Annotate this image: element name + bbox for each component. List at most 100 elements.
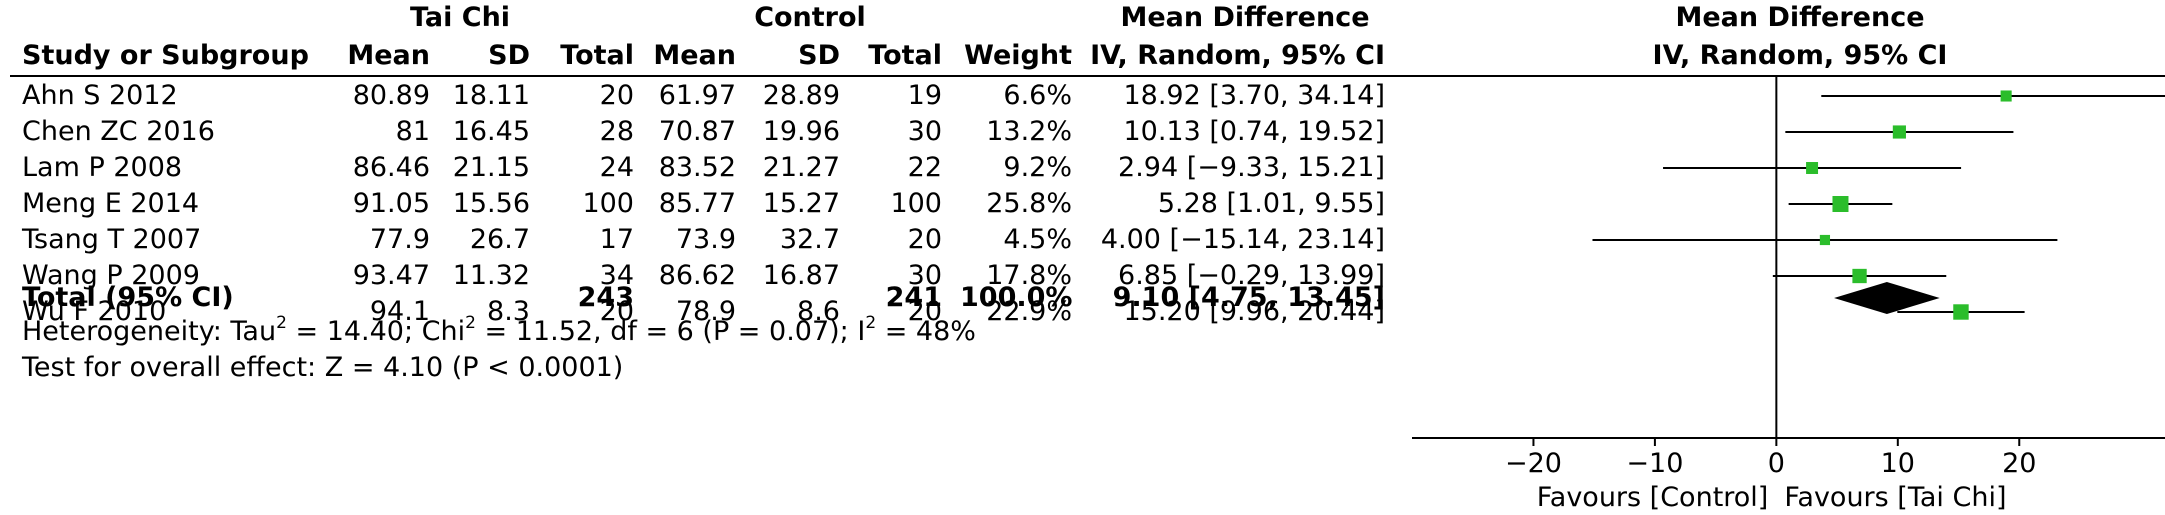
md-ci-value: 18.92 [3.70, 34.14] [1123,80,1385,111]
effect-marker [1806,162,1819,174]
tai-chi-sd: 16.45 [452,116,530,147]
control-mean: 70.87 [658,116,736,147]
tai-chi-sd: 11.32 [452,260,530,291]
control-sd: 28.89 [762,80,840,111]
control-sd-header: SD [798,40,840,71]
x-tick-label: 0 [1768,448,1785,479]
tai-chi-mean: 94.1 [369,296,430,327]
tai-chi-mean: 91.05 [352,188,430,219]
tai-chi-sd-header: SD [488,40,530,71]
tai-chi-total: 17 [599,224,634,255]
plot-header-sub: IV, Random, 95% CI [1652,40,1948,71]
control-mean: 85.77 [658,188,736,219]
control-group-header: Control [754,2,866,33]
pooled-diamond [1834,282,1940,314]
tai-chi-mean: 80.89 [352,80,430,111]
control-mean: 61.97 [658,80,736,111]
md-ci-value: 10.13 [0.74, 19.52] [1123,116,1385,147]
tai-chi-total: 34 [599,260,634,291]
tai-chi-sd: 21.15 [452,152,530,183]
study-column-header: Study or Subgroup [22,40,309,71]
control-total: 100 [890,188,942,219]
weight-value: 17.8% [986,260,1072,291]
effect-marker [2000,90,2012,102]
favours-control-label: Favours [Control] [1537,482,1769,513]
weight-value: 6.6% [1003,80,1072,111]
table-header-rule [10,75,1413,77]
tai-chi-total: 20 [599,80,634,111]
x-tick-label: 20 [2002,448,2036,479]
control-mean: 78.9 [675,296,736,327]
md-ci-value: 6.85 [−0.29, 13.99] [1118,260,1385,291]
control-total: 20 [907,224,942,255]
control-total: 22 [907,152,942,183]
tai-chi-mean: 93.47 [352,260,430,291]
plot-header-rule [1412,75,2165,77]
study-name: Tsang T 2007 [22,224,202,255]
weight-value: 13.2% [986,116,1072,147]
study-name: Lam P 2008 [22,152,183,183]
x-tick-label: 10 [1881,448,1915,479]
x-tick-label: −10 [1626,448,1683,479]
study-name: Chen ZC 2016 [22,116,215,147]
tai-chi-total: 28 [599,116,634,147]
control-sd: 19.96 [762,116,840,147]
plot-header-title: Mean Difference [1675,2,1925,33]
control-sd: 32.7 [779,224,840,255]
total-tai-chi-n: 243 [577,282,634,313]
weight-header: Weight [964,40,1072,71]
weight-value: 25.8% [986,188,1072,219]
favours-tai-chi-label: Favours [Tai Chi] [1784,482,2006,513]
control-sd: 15.27 [762,188,840,219]
md-column-header: Mean Difference [1120,2,1370,33]
tai-chi-total: 100 [582,188,634,219]
md-ci-value: 15.20 [9.96, 20.44] [1123,296,1385,327]
weight-value: 22.9% [986,296,1072,327]
overall-effect-text: Test for overall effect: Z = 4.10 (P < 0… [22,352,624,383]
md-ci-value: 5.28 [1.01, 9.55] [1157,188,1385,219]
tai-chi-sd: 15.56 [452,188,530,219]
weight-value: 9.2% [1003,152,1072,183]
effect-marker [1819,234,1831,246]
control-mean: 83.52 [658,152,736,183]
study-name: Meng E 2014 [22,188,200,219]
control-mean: 73.9 [675,224,736,255]
weight-value: 4.5% [1003,224,1072,255]
control-total: 20 [907,296,942,327]
control-total: 30 [907,260,942,291]
study-name: Wu F 2010 [22,296,167,327]
effect-marker [1892,125,1906,139]
tai-chi-sd: 18.11 [452,80,530,111]
tai-chi-total: 24 [599,152,634,183]
total-md-ci: 9.10 [4.75, 13.45] [1112,282,1385,313]
control-total-header: Total [868,40,942,71]
tai-chi-mean: 81 [395,116,430,147]
control-sd: 16.87 [762,260,840,291]
study-name: Wang P 2009 [22,260,200,291]
md-ci-value: 2.94 [−9.33, 15.21] [1118,152,1385,183]
total-control-n: 241 [885,282,942,313]
control-sd: 8.6 [797,296,840,327]
control-sd: 21.27 [762,152,840,183]
total-weight: 100.0% [960,282,1073,313]
tai-chi-group-header: Tai Chi [409,2,511,33]
effect-marker [1832,196,1849,212]
effect-marker [1852,268,1867,284]
tai-chi-total-header: Total [560,40,634,71]
md-ci-value: 4.00 [−15.14, 23.14] [1100,224,1385,255]
control-total: 30 [907,116,942,147]
control-total: 19 [907,80,942,111]
total-label: Total (95% CI) [22,282,234,313]
tai-chi-mean: 86.46 [352,152,430,183]
tai-chi-sd: 8.3 [487,296,530,327]
heterogeneity-text: Heterogeneity: Tau2 = 14.40; Chi2 = 11.5… [22,313,976,348]
tai-chi-sd: 26.7 [469,224,530,255]
tai-chi-mean-header: Mean [347,40,430,71]
effect-marker [1953,304,1969,320]
tai-chi-total: 20 [599,296,634,327]
x-tick-label: −20 [1505,448,1562,479]
tai-chi-mean: 77.9 [369,224,430,255]
control-mean-header: Mean [653,40,736,71]
control-mean: 86.62 [658,260,736,291]
